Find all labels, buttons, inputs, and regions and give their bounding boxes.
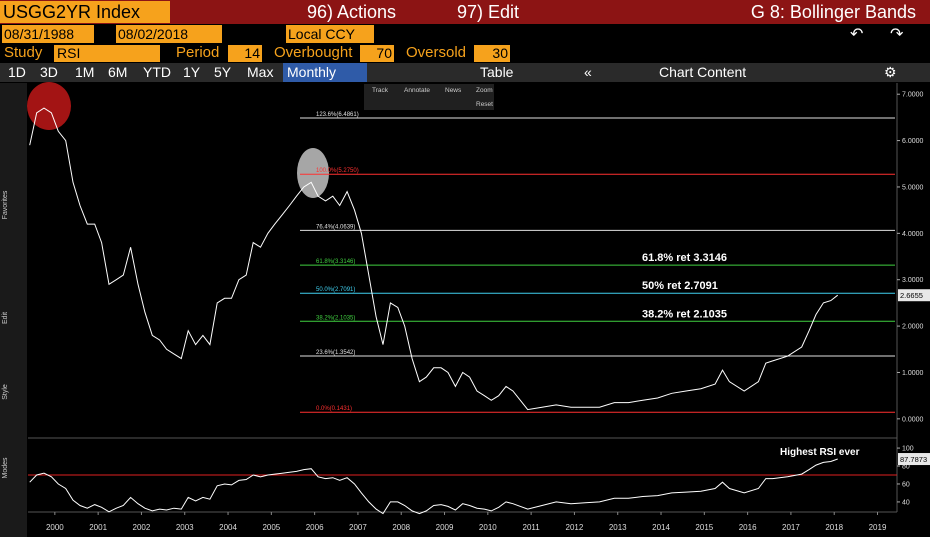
start-date[interactable]: 08/31/1988 — [2, 25, 94, 43]
x-tick-label: 2001 — [89, 523, 107, 532]
study-field[interactable]: RSI — [54, 45, 160, 62]
annotation: 50% ret 2.7091 — [642, 280, 718, 292]
y-tick-label: 4.0000 — [902, 231, 924, 238]
annotation: 61.8% ret 3.3146 — [642, 252, 727, 264]
y-tick-label: 2.0000 — [902, 324, 924, 331]
period-button[interactable]: 1M — [75, 64, 95, 80]
x-tick-label: 2017 — [782, 523, 800, 532]
y-tick-label: 60 — [902, 481, 910, 488]
edit-menu[interactable]: 97) Edit — [457, 2, 520, 22]
fib-label: 76.4%(4.0639) — [316, 224, 355, 230]
x-tick-label: 2013 — [609, 523, 627, 532]
period-button[interactable]: 1D — [8, 64, 26, 80]
side-label: Modes — [2, 457, 9, 479]
fib-label: 123.6%(6.4861) — [316, 112, 359, 118]
y-tick-label: 0.0000 — [902, 416, 924, 423]
period-button[interactable]: 3D — [40, 64, 58, 80]
reset-button: Reset — [476, 101, 493, 108]
overbought-field[interactable]: 70 — [360, 45, 394, 62]
redo-icon[interactable]: ↷ — [890, 26, 904, 43]
undo-icon[interactable]: ↶ — [850, 26, 864, 43]
collapse-icon[interactable]: « — [584, 64, 592, 80]
oversold-label: Oversold — [406, 44, 467, 61]
x-tick-label: 2016 — [739, 523, 757, 532]
toolbar — [0, 63, 930, 82]
period-label: Period — [176, 44, 220, 61]
chart-tool: Zoom — [476, 87, 493, 94]
settings-icon[interactable]: ⚙ — [884, 64, 897, 80]
x-tick-label: 2007 — [349, 523, 367, 532]
frequency-button[interactable]: Monthly — [283, 63, 367, 82]
fib-label: 61.8%(3.3146) — [316, 259, 355, 265]
x-tick-label: 2015 — [695, 523, 713, 532]
x-tick-label: 2019 — [869, 523, 887, 532]
chart-content-button[interactable]: Chart Content — [659, 64, 747, 80]
chart-tool: Track — [372, 87, 389, 94]
fib-label: 50.0%(2.7091) — [316, 287, 355, 293]
side-label: Edit — [2, 312, 9, 324]
x-tick-label: 2005 — [262, 523, 280, 532]
last-value-label: 2.6655 — [900, 291, 923, 300]
study-label: Study — [4, 44, 43, 61]
last-value-label: 87.7873 — [900, 455, 927, 464]
y-tick-label: 80 — [902, 464, 910, 471]
x-tick-label: 2018 — [825, 523, 843, 532]
period-button[interactable]: 1Y — [183, 64, 201, 80]
x-tick-label: 2006 — [306, 523, 324, 532]
data-line — [29, 458, 838, 515]
fib-label: 0.0%(0.1431) — [316, 406, 352, 412]
y-tick-label: 3.0000 — [902, 277, 924, 284]
chart-tool: News — [445, 87, 462, 94]
y-tick-label: 100 — [902, 446, 914, 453]
last-value-box — [898, 289, 930, 302]
ticker[interactable]: USGG2YR Index — [0, 1, 170, 23]
annotation: 38.2% ret 2.1035 — [642, 308, 727, 320]
currency[interactable]: Local CCY — [286, 25, 374, 43]
chart-tool: Annotate — [404, 87, 430, 94]
y-tick-label: 1.0000 — [902, 370, 924, 377]
oversold-field[interactable]: 30 — [474, 45, 510, 62]
highlight-circle — [297, 148, 329, 198]
y-tick-label: 5.0000 — [902, 184, 924, 191]
actions-menu[interactable]: 96) Actions — [307, 2, 397, 22]
x-tick-label: 2012 — [566, 523, 584, 532]
x-tick-label: 2009 — [436, 523, 454, 532]
period-button[interactable]: 5Y — [214, 64, 232, 80]
fib-label: 23.6%(1.3542) — [316, 350, 355, 356]
period-button[interactable]: YTD — [143, 64, 171, 80]
table-button[interactable]: Table — [480, 64, 514, 80]
overbought-label: Overbought — [274, 44, 353, 61]
function-title: G 8: Bollinger Bands — [750, 2, 916, 22]
highlight-circle — [27, 82, 71, 130]
x-tick-label: 2011 — [523, 523, 541, 532]
x-tick-label: 2002 — [133, 523, 151, 532]
x-tick-label: 2003 — [176, 523, 194, 532]
data-line — [29, 107, 839, 411]
side-label: Style — [2, 384, 9, 400]
end-date[interactable]: 08/02/2018 — [116, 25, 222, 43]
period-button[interactable]: 6M — [108, 64, 128, 80]
annotation: Highest RSI ever — [780, 447, 860, 458]
period-field[interactable]: 14 — [228, 45, 262, 62]
side-label: Favorites — [2, 190, 9, 219]
last-value-box — [898, 453, 930, 466]
x-tick-label: 2000 — [46, 523, 64, 532]
x-tick-label: 2010 — [479, 523, 497, 532]
fib-label: 38.2%(2.1035) — [316, 315, 355, 321]
x-tick-label: 2004 — [219, 523, 237, 532]
y-tick-label: 7.0000 — [902, 92, 924, 99]
y-tick-label: 6.0000 — [902, 138, 924, 145]
y-tick-label: 40 — [902, 499, 910, 506]
period-button[interactable]: Max — [247, 64, 274, 80]
x-tick-label: 2008 — [392, 523, 410, 532]
fib-label: 100.0%(5.2750) — [316, 168, 359, 174]
x-tick-label: 2014 — [652, 523, 670, 532]
side-toolbar — [0, 83, 27, 537]
chart-tool-panel — [364, 84, 494, 110]
